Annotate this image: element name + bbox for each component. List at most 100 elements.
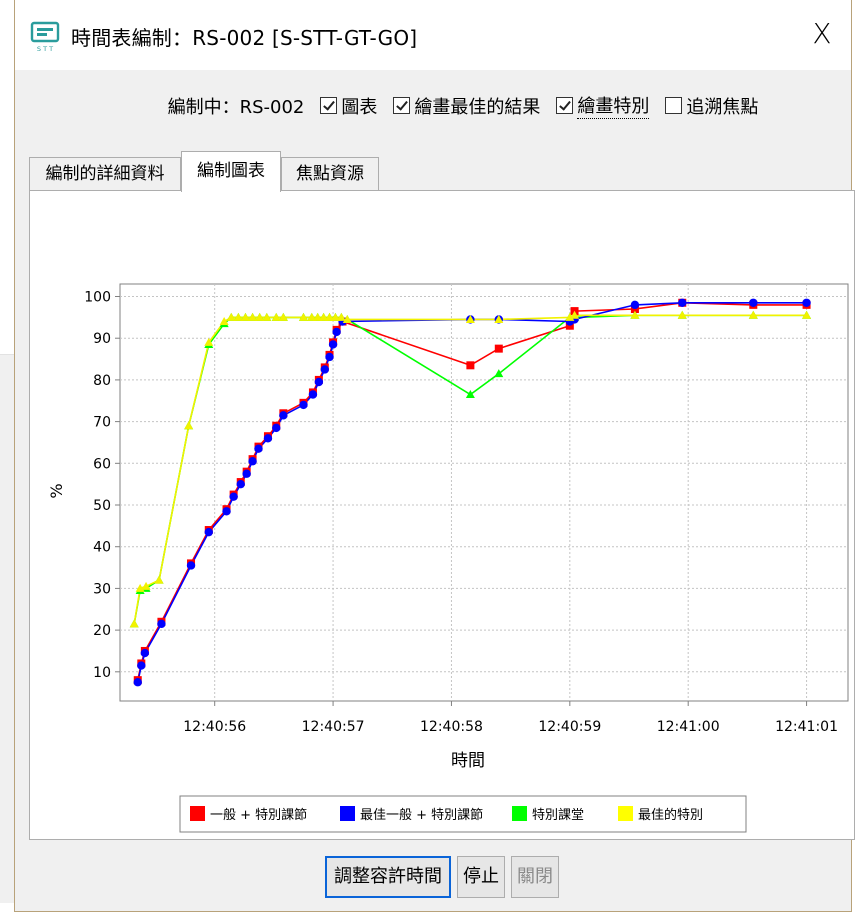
point-yellow — [330, 312, 340, 321]
legend-box — [179, 795, 747, 833]
schedule-dialog: S T T 時間表編制：RS-002 [S-STT-GT-GO] X 編制中：R… — [14, 0, 855, 912]
point-yellow — [336, 312, 346, 321]
stt-app-icon: S T T — [30, 21, 60, 53]
point-green — [494, 369, 504, 378]
option-draw-special[interactable]: 繪畫特別 — [556, 92, 650, 119]
background-window-header — [0, 312, 14, 355]
point-yellow — [226, 312, 236, 321]
point-blue — [802, 298, 811, 307]
tab-focus-resources[interactable]: 焦點資源 — [281, 157, 379, 191]
point-blue — [204, 527, 213, 537]
point-yellow — [677, 310, 687, 319]
point-red — [494, 344, 503, 353]
point-blue — [320, 365, 329, 374]
stop-button[interactable]: 停止 — [457, 856, 505, 898]
point-yellow — [141, 581, 151, 590]
point-blue — [229, 492, 238, 501]
x-tick-label: 12:40:59 — [538, 719, 601, 735]
title-bar[interactable]: S T T 時間表編制：RS-002 [S-STT-GT-GO] X — [15, 0, 851, 70]
legend-swatch-blue — [340, 806, 355, 821]
point-yellow — [307, 312, 317, 321]
point-blue — [279, 411, 288, 420]
option-chart-label: 圖表 — [341, 96, 378, 118]
point-yellow — [342, 314, 352, 323]
option-draw-best-label: 繪畫最佳的結果 — [414, 96, 541, 118]
legend-label: 特別課堂 — [532, 807, 584, 823]
close-icon[interactable]: X — [812, 17, 832, 50]
y-tick-label: 20 — [93, 623, 111, 639]
point-yellow — [233, 312, 243, 321]
y-tick-label: 10 — [93, 665, 111, 681]
close-button[interactable]: 關閉 — [511, 856, 559, 898]
point-yellow — [248, 312, 258, 321]
point-yellow — [271, 312, 281, 321]
point-yellow — [204, 337, 214, 346]
chart-checkbox[interactable] — [320, 97, 338, 114]
tab-chart[interactable]: 編制圖表 — [181, 151, 281, 192]
point-blue — [140, 648, 150, 658]
point-blue — [749, 298, 758, 307]
draw-best-checkbox[interactable] — [393, 97, 411, 114]
option-trace-focus[interactable]: 追溯焦點 — [665, 93, 758, 119]
legend-label: 最佳的特別 — [638, 807, 703, 823]
trace-focus-checkbox[interactable] — [665, 97, 683, 114]
point-blue — [332, 327, 341, 337]
point-blue — [186, 561, 196, 570]
svg-text:S T T: S T T — [37, 45, 53, 53]
option-draw-special-label: 繪畫特別 — [577, 92, 650, 119]
window-title: 時間表編制：RS-002 [S-STT-GT-GO] — [71, 26, 418, 50]
tab-details[interactable]: 編制的詳細資料 — [29, 157, 181, 191]
compiling-status: 編制中：RS-002 — [167, 96, 305, 118]
legend-swatch-green — [512, 806, 527, 821]
x-tick-label: 12:41:00 — [657, 719, 720, 735]
point-blue — [325, 352, 334, 362]
point-yellow — [570, 310, 580, 319]
point-yellow — [278, 312, 288, 321]
point-green — [465, 390, 475, 399]
x-axis-label: 時間 — [451, 751, 485, 771]
chart-panel: 10 20 30 40 50 60 70 80 90 100 12:40:56 12:40:57 12:… — [29, 190, 855, 840]
point-yellow — [255, 312, 265, 321]
y-tick-label: 50 — [93, 498, 111, 514]
point-blue — [308, 390, 318, 399]
legend-swatch-yellow — [618, 806, 633, 821]
point-blue — [314, 377, 324, 387]
point-yellow — [565, 312, 575, 321]
y-tick-label: 90 — [93, 331, 111, 347]
point-yellow — [494, 314, 504, 323]
point-yellow — [135, 583, 145, 592]
x-tick-label: 12:40:58 — [420, 719, 483, 735]
point-blue — [133, 678, 142, 687]
point-yellow — [748, 310, 758, 319]
point-blue — [272, 423, 281, 433]
y-axis-label: % — [47, 483, 66, 498]
point-blue — [248, 457, 257, 466]
point-yellow — [129, 619, 139, 628]
plot-area — [119, 283, 849, 702]
point-yellow — [802, 310, 812, 319]
chart-legend: 一般 + 特別課節 最佳一般 + 特別課節 特別課堂 最佳的特別 — [179, 795, 747, 833]
y-tick-label: 60 — [93, 456, 111, 472]
draw-special-checkbox[interactable] — [556, 97, 574, 114]
options-bar: 編制中：RS-002 圖表 繪畫最佳的結果 繪畫特別 追溯焦點 — [15, 92, 851, 124]
point-yellow — [184, 421, 194, 430]
point-yellow — [325, 312, 335, 321]
point-red — [466, 361, 475, 370]
point-blue — [236, 479, 245, 489]
y-tick-label: 30 — [93, 581, 111, 597]
y-tick-label: 70 — [93, 415, 111, 431]
option-draw-best[interactable]: 繪畫最佳的結果 — [393, 93, 540, 119]
adjust-allowed-time-button[interactable]: 調整容許時間 — [325, 856, 451, 898]
point-yellow — [319, 312, 329, 321]
option-chart[interactable]: 圖表 — [320, 93, 377, 119]
x-tick-label: 12:40:57 — [302, 719, 365, 735]
point-blue — [263, 434, 273, 443]
y-tick-label: 100 — [84, 290, 111, 306]
point-blue — [137, 661, 146, 670]
x-tick-label: 12:41:01 — [775, 719, 838, 735]
y-tick-label: 40 — [93, 540, 111, 556]
point-yellow — [262, 312, 272, 321]
point-blue — [254, 444, 263, 453]
button-row: 調整容許時間 停止 關閉 — [15, 856, 851, 898]
point-blue — [157, 619, 166, 629]
